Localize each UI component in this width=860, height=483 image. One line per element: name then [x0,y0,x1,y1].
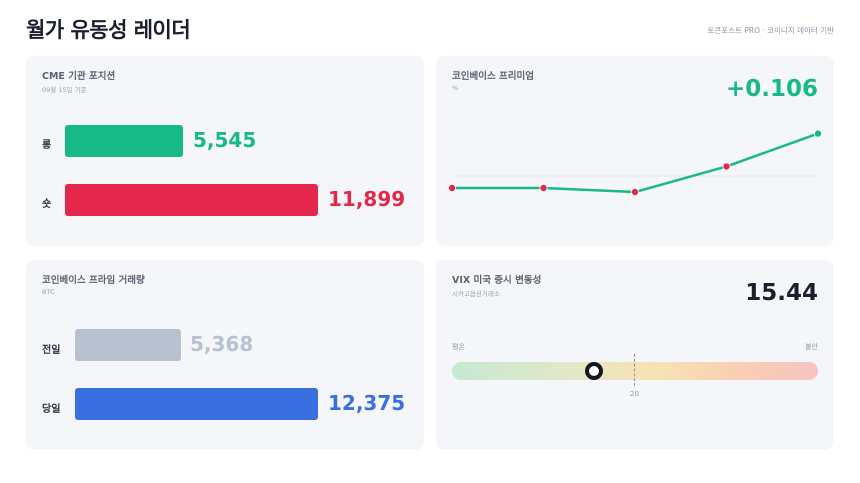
premium-data-point [447,183,456,192]
vix-high-label: 불안 [805,343,818,351]
coinbase-premium-card: 코인베이스 프리미엄 % +0.106 [436,56,834,246]
vix-reference-label: 20 [630,390,639,398]
today-label: 당일 [42,404,61,415]
premium-data-point [539,183,548,192]
premium-data-point [722,162,731,171]
vix-source: 시카고옵션거래소 [452,290,500,298]
long-label: 롱 [42,140,52,151]
volume-unit: BTC [42,288,55,296]
vix-reference-line [634,354,635,386]
brand-credit: 토큰포스트 PRO · 코이니지 데이터 기반 [707,26,834,35]
today-bar [75,388,318,420]
vix-gauge-track [452,362,818,380]
vix-card-title: VIX 미국 증시 변동성 [452,275,542,286]
cme-position-card: CME 기관 포지션 09월 15일 기준 롱 5,545 숏 11,899 [26,56,424,246]
page-title: 월가 유동성 레이더 [26,18,191,42]
premium-value: +0.106 [725,76,818,102]
cme-card-title: CME 기관 포지션 [42,71,116,82]
short-value: 11,899 [328,187,406,211]
premium-unit: % [452,84,459,92]
vix-gauge-marker [585,362,603,380]
premium-card-title: 코인베이스 프리미엄 [452,71,534,82]
prime-volume-card: 코인베이스 프라임 거래량 BTC 전일 5,368 당일 12,375 [26,260,424,450]
vix-card: VIX 미국 증시 변동성 시카고옵션거래소 15.44 평온 불안 20 [436,260,834,450]
short-bar [65,184,318,216]
premium-data-point [630,187,639,196]
short-label: 숏 [42,199,52,210]
premium-series-line [452,132,819,194]
volume-card-title: 코인베이스 프라임 거래량 [42,275,145,286]
long-bar [65,125,183,157]
premium-data-point [813,129,822,138]
vix-low-label: 평온 [452,343,465,351]
prev-day-label: 전일 [42,345,61,356]
premium-line-chart [447,129,822,196]
vix-value: 15.44 [745,280,818,306]
long-value: 5,545 [193,128,257,152]
today-value: 12,375 [328,391,406,415]
prev-day-value: 5,368 [190,332,254,356]
cme-card-date: 09월 15일 기준 [42,86,87,94]
prev-day-bar [75,329,181,361]
